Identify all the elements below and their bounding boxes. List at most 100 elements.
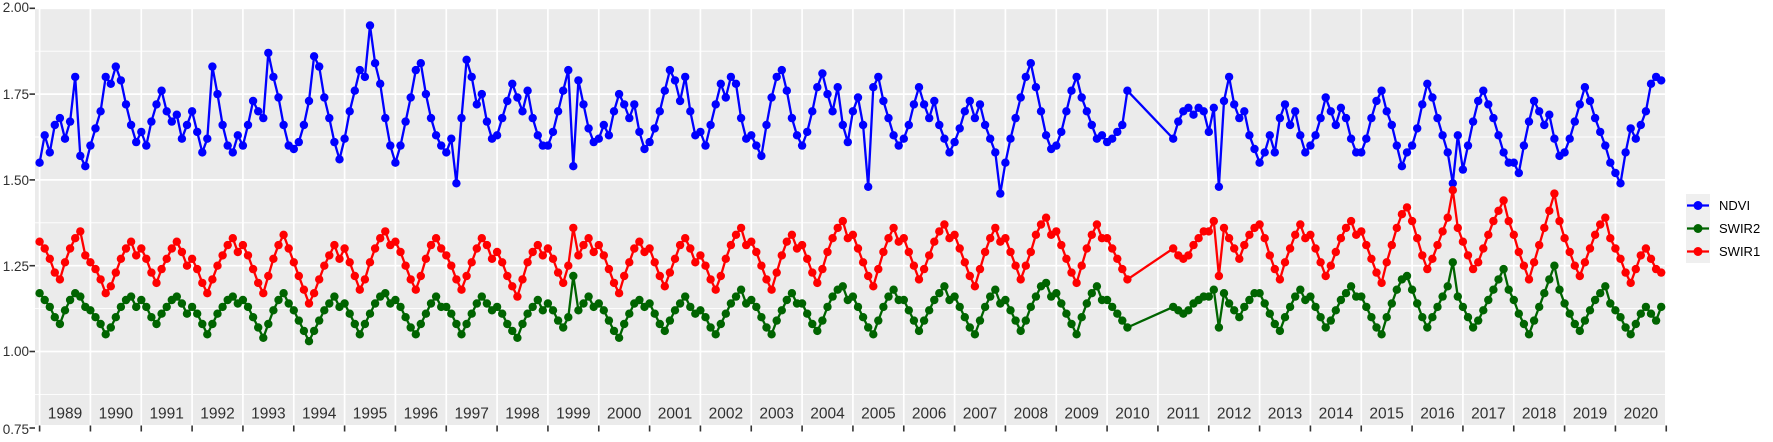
data-point [269,306,278,315]
data-point [1031,292,1041,301]
data-point [238,240,248,250]
data-point [1123,86,1132,95]
data-point [696,251,705,260]
data-point [498,113,507,123]
data-point [147,117,156,126]
data-point [1336,103,1346,113]
data-point [472,299,481,308]
data-point [960,107,969,116]
data-point [335,155,344,164]
data-point [721,309,730,318]
year-label: 2001 [658,406,692,423]
data-point [1448,186,1458,195]
data-point [1570,319,1580,329]
data-point [254,278,263,288]
data-point [132,251,141,260]
data-point [116,254,126,263]
data-point [930,295,939,305]
data-point [823,89,832,99]
data-point [406,323,415,332]
data-point [1580,258,1590,267]
data-point [1382,107,1391,116]
data-point [1230,244,1239,253]
data-point [975,316,985,325]
data-point [508,282,517,291]
data-point [1250,144,1259,154]
data-point [604,131,614,140]
y-tick-label: 1.50 [2,172,29,188]
data-point [325,251,334,260]
data-point [1392,285,1402,294]
data-point [777,306,786,315]
data-point [797,299,807,308]
data-point [101,289,110,298]
data-point [340,244,349,253]
data-point [864,182,873,191]
data-point [1016,93,1025,102]
data-point [1214,271,1224,281]
data-point [1489,285,1498,294]
data-point [1357,148,1366,157]
data-point [299,120,309,130]
data-point [1402,203,1412,212]
data-point [1529,316,1539,325]
data-point [233,247,242,257]
data-point [772,268,781,277]
data-point [1474,316,1483,325]
data-point [1509,158,1519,167]
data-point [869,282,878,291]
data-point [523,258,532,267]
data-point [1031,83,1041,92]
data-point [96,107,105,116]
data-point [284,244,293,253]
data-point [401,261,410,270]
data-point [1214,182,1224,191]
data-point [823,247,832,257]
data-point [645,244,654,253]
data-point [940,134,949,143]
data-point [955,244,964,253]
data-point [289,258,298,267]
data-point [1270,148,1280,157]
year-label: 2010 [1115,406,1150,423]
data-point [1392,223,1402,233]
data-point [177,299,187,308]
data-point [71,72,80,82]
data-point [477,234,486,243]
data-point [304,96,314,106]
data-point [1087,289,1097,298]
data-point [889,223,898,233]
data-point [1011,316,1020,325]
data-point [1474,258,1483,267]
data-point [1230,306,1239,315]
data-point [1331,247,1341,257]
data-point [1260,148,1269,157]
data-point [1601,282,1610,291]
data-point [655,319,664,329]
year-label: 1991 [149,406,183,423]
data-point [1311,131,1320,140]
data-point [1448,179,1458,188]
data-point [1443,282,1452,291]
data-point [279,230,288,239]
data-point [919,316,929,325]
data-point [330,137,339,147]
year-label: 2005 [861,406,895,423]
data-point [904,306,913,315]
data-point [706,323,715,332]
data-point [345,309,354,318]
data-point [228,292,237,301]
data-point [340,299,349,308]
data-point [818,69,827,78]
data-point [1041,213,1051,222]
data-point [137,244,146,253]
data-point [1418,100,1427,109]
data-point [1585,96,1595,106]
data-point [1484,230,1493,239]
data-point [401,117,410,126]
data-point [426,113,436,123]
data-point [1316,313,1325,322]
data-point [1357,227,1366,236]
data-point [1540,120,1549,130]
year-label: 1995 [353,406,387,423]
